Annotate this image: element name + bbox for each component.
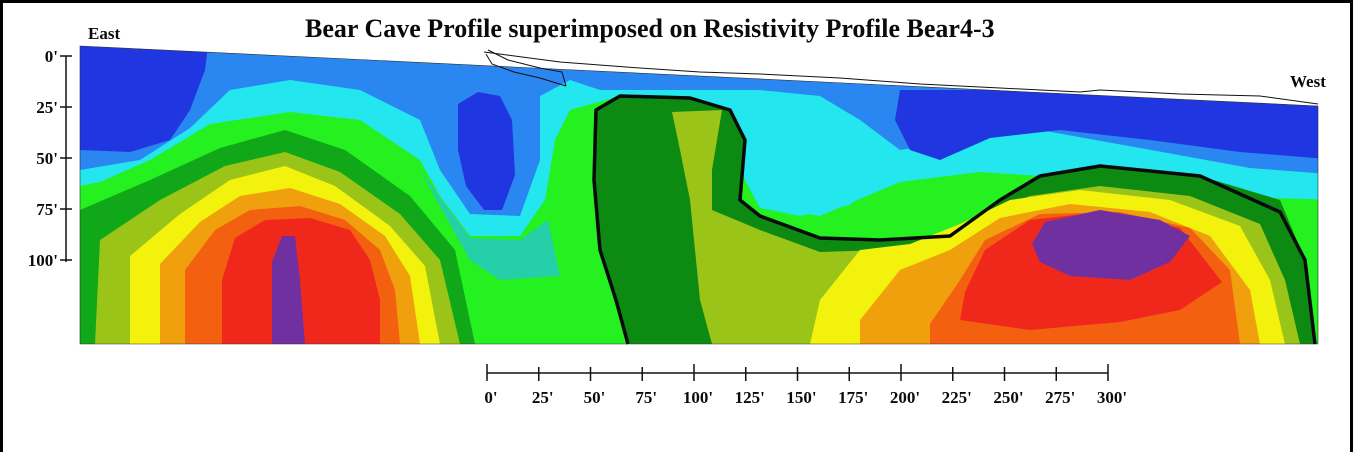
scale-label: 50' bbox=[584, 388, 606, 407]
scale-label: 225' bbox=[942, 388, 972, 407]
scale-label: 100' bbox=[683, 388, 713, 407]
scale-label: 25' bbox=[532, 388, 554, 407]
scale-label: 0' bbox=[484, 388, 497, 407]
cave-profile-outline bbox=[592, 94, 1317, 345]
west-label: West bbox=[1290, 72, 1326, 91]
scale-label: 175' bbox=[838, 388, 868, 407]
region-cyan-mid bbox=[745, 130, 880, 216]
cave-entrance-sketch bbox=[485, 49, 567, 87]
anomaly-left-purple bbox=[272, 236, 305, 344]
scale-label: 200' bbox=[890, 388, 920, 407]
scale-label: 150' bbox=[786, 388, 816, 407]
depth-label-25: 25' bbox=[36, 98, 58, 117]
region-blue-top bbox=[80, 46, 210, 152]
scale-label: 125' bbox=[735, 388, 765, 407]
scale-label: 300' bbox=[1097, 388, 1127, 407]
region-blue-mid bbox=[458, 92, 515, 210]
east-label: East bbox=[88, 24, 121, 43]
scale-label: 75' bbox=[635, 388, 657, 407]
depth-label-100: 100' bbox=[28, 251, 58, 270]
anomaly-right-purple bbox=[1032, 210, 1190, 280]
distance-scale: 0' 25' 50' 75' 100' 125' 150' 175' 200' 225' 250' 2… bbox=[484, 364, 1127, 407]
depth-label-50: 50' bbox=[36, 149, 58, 168]
anomaly-left-red bbox=[222, 218, 380, 344]
scale-label: 250' bbox=[993, 388, 1023, 407]
section-outline bbox=[79, 45, 1319, 345]
region-blue-right bbox=[895, 90, 1318, 160]
scale-label: 275' bbox=[1045, 388, 1075, 407]
region-teal-left bbox=[420, 170, 560, 280]
depth-label-0: 0' bbox=[45, 47, 58, 66]
figure-title: Bear Cave Profile superimposed on Resist… bbox=[305, 14, 995, 43]
depth-axis: 0' 25' 50' 75' 100' bbox=[28, 47, 72, 270]
ground-surface-line bbox=[483, 51, 1319, 105]
resistivity-color-fill bbox=[80, 46, 1318, 344]
depth-label-75: 75' bbox=[36, 200, 58, 219]
